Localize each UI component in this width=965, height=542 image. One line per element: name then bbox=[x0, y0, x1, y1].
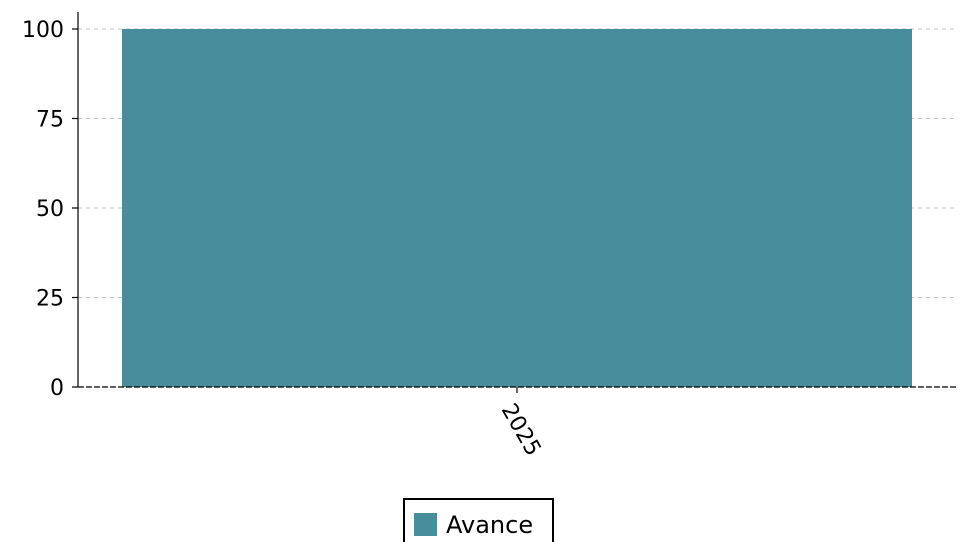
legend-label: Avance bbox=[446, 511, 533, 539]
x-axis-ticks: 2025 bbox=[496, 387, 546, 461]
x-tick-label: 2025 bbox=[496, 400, 546, 461]
y-tick-label: 50 bbox=[36, 197, 64, 222]
y-tick-label: 100 bbox=[22, 18, 64, 43]
bar bbox=[122, 29, 912, 387]
bars bbox=[122, 29, 912, 387]
y-axis-ticks: 0 25 50 75 100 bbox=[22, 18, 78, 401]
axes bbox=[77, 12, 956, 388]
legend: Avance bbox=[403, 498, 554, 542]
y-tick-label: 25 bbox=[36, 287, 64, 312]
y-tick-label: 75 bbox=[36, 108, 64, 133]
y-tick-label: 0 bbox=[50, 376, 64, 401]
legend-swatch bbox=[414, 513, 437, 536]
